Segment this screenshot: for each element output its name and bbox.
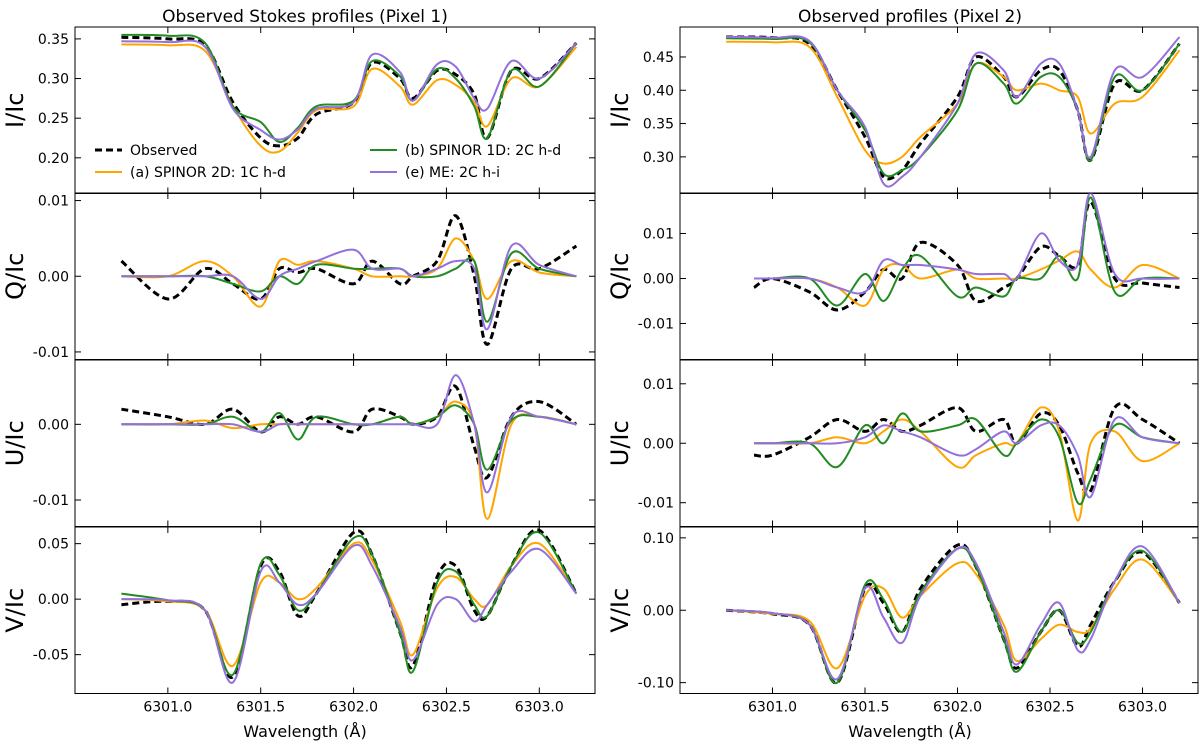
legend-label-spinor2d: (a) SPINOR 2D: 1C h-d [130, 165, 286, 181]
p2-i-ic-ytick-label: 0.45 [643, 50, 674, 66]
p1-v-ic-series-e-me-2c-h-i [121, 543, 578, 684]
p1-xtick-label: 6301.5 [236, 700, 285, 716]
p2-v-ic-series-a-spinor-2d-1c-h-d [726, 558, 1181, 670]
p1-i-ic-ylabel: I/Ic [1, 93, 29, 128]
p2-i-ic-panel: 0.45 0.40 0.35 0.30 I/Ic [606, 26, 1199, 194]
pixel-2-title: Observed profiles (Pixel 2) [798, 7, 1022, 27]
p2-xtick-label: 6303.0 [1118, 700, 1167, 716]
p1-u-ic-series-a-spinor-2d-1c-h-d [121, 400, 577, 520]
p1-u-ic-series-e-me-2c-h-i [121, 374, 577, 494]
p1-q-ic-series-observed [120, 214, 578, 346]
p1-i-ic-panel: 0.35 0.30 0.25 0.20 I/Ic [1, 26, 596, 194]
p2-xtick-label: 6301.5 [841, 700, 890, 716]
p1-v-ic-series-a-spinor-2d-1c-h-d [121, 541, 578, 667]
p2-i-ic-frame [679, 26, 1199, 194]
p2-u-ic-series-a-spinor-2d-1c-h-d [754, 406, 1180, 522]
pixel-1-title: Observed Stokes profiles (Pixel 1) [162, 7, 448, 27]
p1-v-ic-ytick-label: 0.00 [38, 592, 69, 608]
legend-label-observed: Observed [130, 143, 197, 159]
p2-xtick-label: 6301.0 [748, 700, 797, 716]
p2-q-ic-ylabel: Q/Ic [606, 253, 634, 300]
p1-q-ic-series-e-me-2c-h-i [121, 242, 577, 331]
legend-label-spinor1d: (b) SPINOR 1D: 2C h-d [405, 143, 561, 159]
p1-q-ic-panel: 0.01 0.00 -0.01 Q/Ic [1, 192, 596, 361]
p2-q-ic-ytick-label: -0.01 [638, 317, 674, 333]
p2-q-ic-series-observed [753, 200, 1180, 312]
p2-u-ic-panel: 0.01 0.00 -0.01 U/Ic [606, 359, 1199, 527]
p2-q-ic-ytick-label: 0.00 [643, 272, 674, 288]
p2-u-ic-series-observed [753, 402, 1181, 496]
p2-u-ic-ylabel: U/Ic [606, 420, 634, 466]
p1-v-ic-ylabel: V/Ic [1, 588, 29, 633]
p2-i-ic-ytick-label: 0.30 [643, 150, 674, 166]
p2-u-ic-ytick-label: -0.01 [638, 496, 674, 512]
p1-v-ic-ytick-label: -0.05 [33, 648, 69, 664]
p2-v-ic-ytick-label: 0.00 [643, 603, 674, 619]
p2-i-ic-ylabel: I/Ic [606, 93, 634, 128]
p1-xtick-label: 6302.0 [329, 700, 378, 716]
p1-u-ic-ytick-label: -0.01 [33, 493, 69, 509]
p2-u-ic-series-b-spinor-1d-2c-h-d [754, 412, 1180, 506]
p2-q-ic-series-b-spinor-1d-2c-h-d [753, 196, 1180, 307]
pixel-2-xlabel: Wavelength (Å) [848, 722, 971, 741]
p1-xtick-label: 6302.5 [422, 700, 471, 716]
p2-u-ic-ytick-label: 0.01 [643, 377, 674, 393]
p2-v-ic-frame [679, 526, 1199, 694]
p2-v-ic-panel: 0.10 0.00 -0.10 V/Ic 6301.0 6301.5 6302.0 6302.… [606, 526, 1199, 716]
p1-q-ic-series-b-spinor-1d-2c-h-d [121, 250, 577, 323]
p2-v-ic-ylabel: V/Ic [606, 588, 634, 633]
p2-u-ic-ytick-label: 0.00 [643, 436, 674, 452]
p1-v-ic-frame [74, 526, 596, 694]
p2-i-ic-ytick-label: 0.35 [643, 117, 674, 133]
p1-i-ic-ytick-label: 0.30 [38, 72, 69, 88]
p2-v-ic-ytick-label: 0.10 [643, 531, 674, 547]
p1-v-ic-ytick-label: 0.05 [38, 537, 69, 553]
p1-xtick-label: 6301.0 [143, 700, 192, 716]
p1-q-ic-ytick-label: 0.00 [38, 269, 69, 285]
p2-q-ic-ytick-label: 0.01 [643, 227, 674, 243]
p2-q-ic-panel: 0.01 0.00 -0.01 Q/Ic [606, 192, 1199, 360]
p1-u-ic-panel: 0.00 -0.01 U/Ic [1, 359, 596, 527]
p2-v-ic-ytick-label: -0.10 [638, 676, 674, 692]
pixel-1-xlabel: Wavelength (Å) [243, 722, 366, 741]
p1-v-ic-series-b-spinor-1d-2c-h-d [121, 531, 578, 677]
p1-q-ic-ytick-label: -0.01 [33, 345, 69, 361]
p1-u-ic-ytick-label: 0.00 [38, 417, 69, 433]
p1-u-ic-ylabel: U/Ic [1, 420, 29, 466]
p1-u-ic-series-observed [121, 384, 578, 480]
p2-v-ic-series-b-spinor-1d-2c-h-d [726, 546, 1181, 684]
p2-u-ic-series-e-me-2c-h-i [754, 416, 1180, 499]
p2-i-ic-series-e-me-2c-h-i [726, 35, 1181, 188]
p1-i-ic-ytick-label: 0.20 [38, 151, 69, 167]
pixel-2-column: Observed profiles (Pixel 2) Wavelength (… [606, 7, 1199, 741]
p1-i-ic-series-a-spinor-2d-1c-h-d [121, 43, 578, 154]
p1-i-ic-ytick-label: 0.25 [38, 111, 69, 127]
pixel-1-column: Observed Stokes profiles (Pixel 1) Wavel… [1, 7, 596, 741]
p1-v-ic-panel: 0.05 0.00 -0.05V/Ic 6301.0 6301.5 6302.0 6302.… [1, 526, 596, 716]
p1-i-ic-series-observed [121, 35, 578, 148]
p1-q-ic-ylabel: Q/Ic [1, 253, 29, 300]
p1-i-ic-series-e-me-2c-h-i [121, 39, 578, 141]
p2-xtick-label: 6302.0 [933, 700, 982, 716]
p1-q-ic-ytick-label: 0.01 [38, 194, 69, 210]
p2-i-ic-ytick-label: 0.40 [643, 83, 674, 99]
p1-u-ic-frame [74, 359, 596, 527]
legend: Observed (a) SPINOR 2D: 1C h-d (b) SPINO… [95, 143, 561, 181]
p1-xtick-label: 6303.0 [515, 700, 564, 716]
p1-i-ic-ytick-label: 0.35 [38, 32, 69, 48]
p1-i-ic-series-b-spinor-1d-2c-h-d [121, 33, 578, 144]
p2-v-ic-series-e-me-2c-h-i [726, 545, 1181, 681]
legend-label-me: (e) ME: 2C h-i [405, 165, 500, 181]
p2-xtick-label: 6302.5 [1026, 700, 1075, 716]
p2-q-ic-series-e-me-2c-h-i [753, 193, 1180, 295]
